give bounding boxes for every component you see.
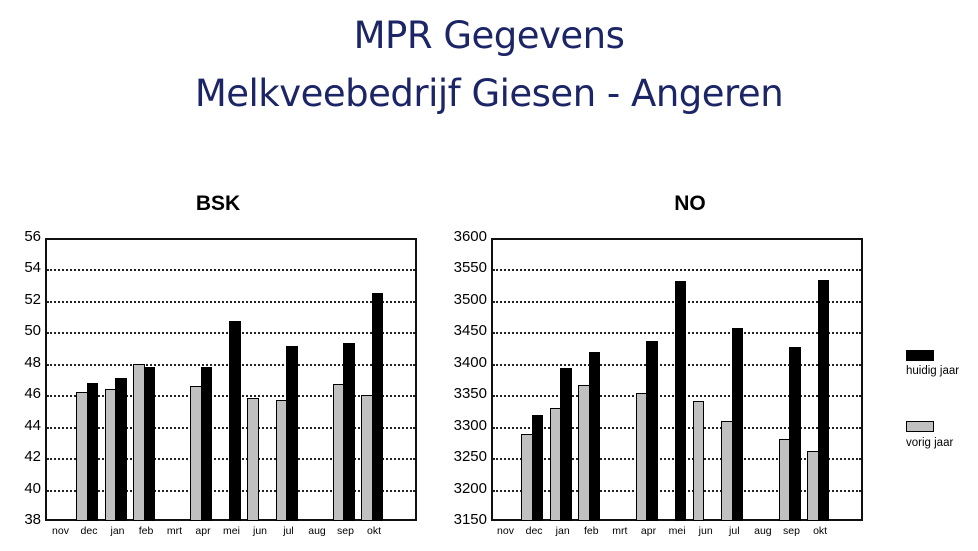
y-tick-label: 3300 [453, 416, 487, 434]
y-tick-label: 54 [24, 259, 41, 277]
y-tick-label: 3250 [453, 448, 487, 466]
bar-huidig-jaar [200, 366, 212, 521]
gridline [47, 269, 415, 272]
y-tick-label: 44 [24, 416, 41, 434]
x-tick-label: aug [308, 525, 326, 537]
bar-huidig-jaar [143, 366, 155, 521]
x-tick-label: mei [223, 525, 240, 537]
y-tick-label: 3200 [453, 479, 487, 497]
bar-vorig-jaar [692, 400, 705, 521]
bar-huidig-jaar [731, 327, 744, 521]
x-tick-label: jan [110, 525, 125, 537]
x-tick-label: dec [525, 525, 543, 537]
x-tick-label: mrt [166, 525, 183, 537]
y-tick-label: 3400 [453, 353, 487, 371]
bar-huidig-jaar [560, 368, 572, 521]
x-tick-label: dec [80, 525, 98, 537]
bar-huidig-jaar [646, 340, 658, 521]
bar-huidig-jaar [674, 280, 687, 521]
legend-label-previous: vorig jaar [906, 437, 954, 449]
y-tick-label: 48 [24, 353, 41, 371]
chart-title: BSK [195, 192, 241, 215]
x-tick-label: jul [729, 525, 740, 537]
bar-huidig-jaar [115, 377, 127, 521]
y-tick-label: 50 [24, 322, 41, 340]
bar-huidig-jaar [343, 343, 355, 521]
page-subtitle: Melkveebedrijf Giesen - Angeren [194, 72, 784, 115]
bar-huidig-jaar [371, 293, 383, 521]
y-tick-label: 40 [24, 479, 41, 497]
bar-huidig-jaar [229, 321, 241, 521]
y-tick-label: 56 [24, 228, 41, 245]
bar-huidig-jaar [588, 351, 601, 521]
x-tick-label: sep [783, 525, 800, 537]
bar-huidig-jaar [817, 280, 830, 521]
bar-vorig-jaar [247, 398, 259, 521]
x-tick-label: mrt [612, 525, 628, 537]
bar-huidig-jaar [286, 346, 298, 521]
bar-huidig-jaar [531, 415, 544, 521]
y-tick-label: 46 [24, 385, 41, 403]
y-tick-label: 3450 [453, 322, 487, 340]
x-tick-label: feb [583, 525, 599, 537]
x-tick-label: apr [640, 525, 657, 537]
page-title: MPR Gegevens [353, 14, 625, 57]
y-tick-label: 42 [24, 448, 41, 466]
bar-huidig-jaar [789, 346, 801, 521]
y-tick-label: 52 [24, 290, 41, 308]
x-tick-label: sep [337, 525, 354, 537]
x-tick-label: okt [366, 525, 381, 537]
y-tick-label: 3350 [453, 385, 487, 403]
legend-swatch-current [906, 350, 934, 361]
gridline [47, 300, 415, 303]
x-tick-label: nov [52, 525, 69, 537]
x-tick-label: jun [252, 525, 267, 537]
chart-title: NO [674, 192, 706, 215]
y-tick-label: 3500 [453, 290, 487, 308]
x-tick-label: okt [813, 525, 828, 537]
x-tick-label: nov [497, 525, 514, 537]
y-tick-label: 38 [24, 511, 41, 528]
x-tick-label: jan [555, 525, 570, 537]
x-tick-label: jun [698, 525, 713, 537]
legend-swatch-previous [906, 421, 934, 432]
x-tick-label: jul [283, 525, 294, 537]
x-tick-label: apr [195, 525, 211, 537]
y-tick-label: 3600 [453, 228, 487, 245]
y-tick-label: 3550 [453, 259, 487, 277]
gridline [493, 269, 861, 272]
x-tick-label: aug [754, 525, 772, 537]
x-tick-label: feb [138, 525, 154, 537]
legend-label-current: huidig jaar [906, 365, 960, 377]
y-tick-label: 3150 [453, 511, 487, 528]
bar-huidig-jaar [86, 382, 98, 521]
x-tick-label: mei [668, 525, 686, 537]
